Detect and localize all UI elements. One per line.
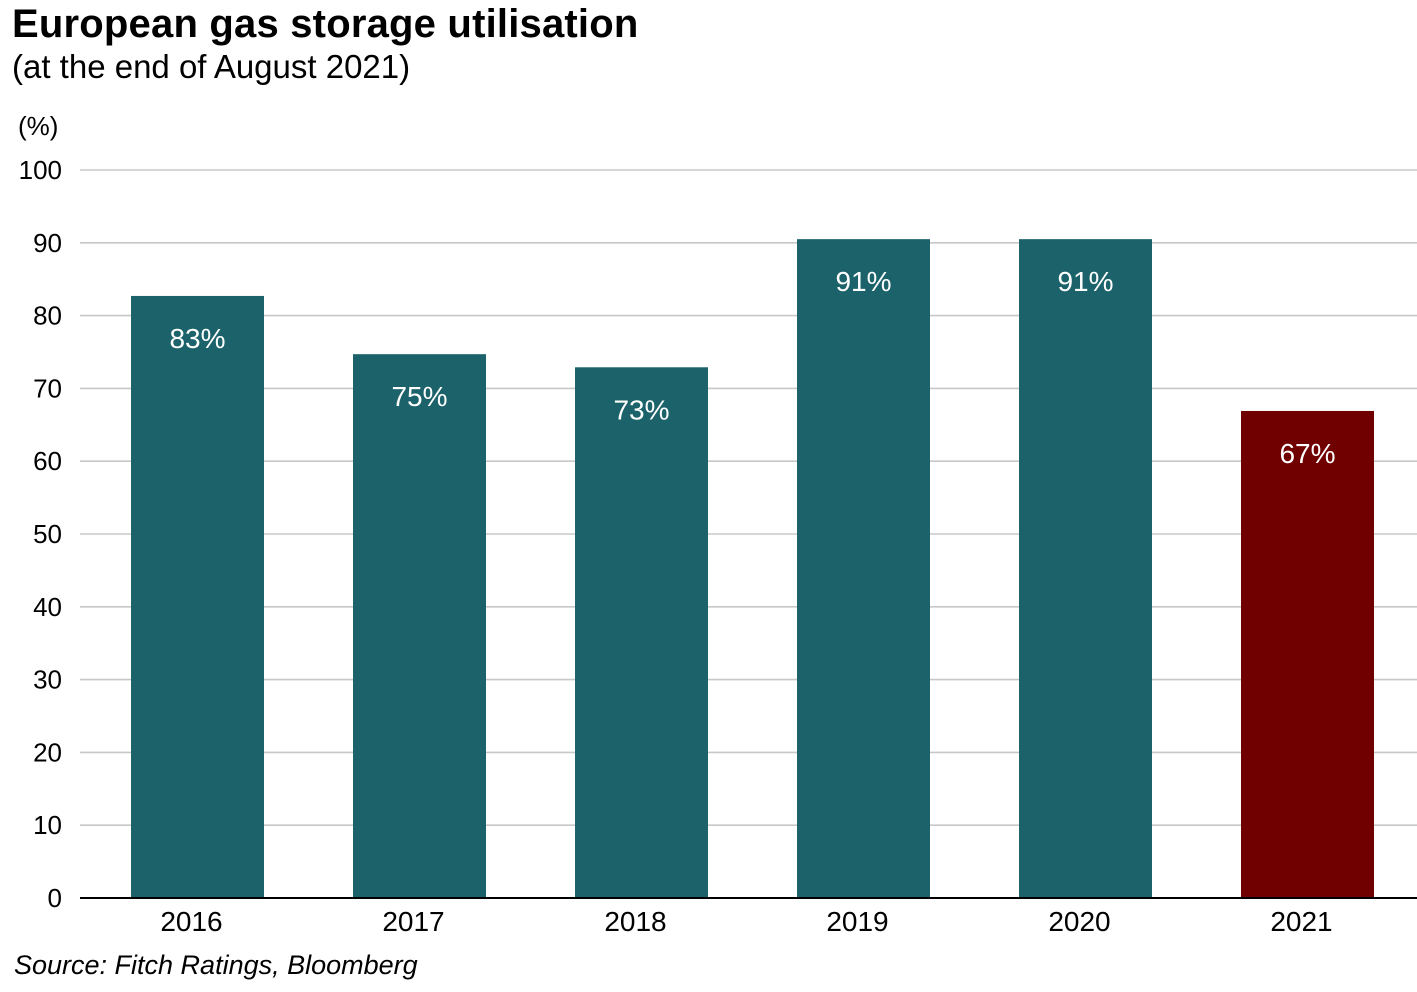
- bar-2017: [353, 354, 486, 899]
- x-tick-label: 2016: [160, 906, 222, 937]
- data-label-2020: 91%: [1057, 266, 1113, 297]
- bar-2020: [1019, 239, 1152, 898]
- chart-title: European gas storage utilisation: [12, 2, 639, 46]
- y-tick-label: 10: [33, 810, 62, 840]
- y-tick-label: 30: [33, 665, 62, 695]
- y-tick-label: 90: [33, 228, 62, 258]
- chart-subtitle: (at the end of August 2021): [12, 48, 411, 85]
- x-tick-label: 2021: [1270, 906, 1332, 937]
- y-tick-label: 60: [33, 446, 62, 476]
- x-tick-label: 2018: [604, 906, 666, 937]
- x-tick-label: 2019: [826, 906, 888, 937]
- x-tick-label: 2017: [382, 906, 444, 937]
- data-label-2016: 83%: [169, 323, 225, 354]
- data-label-2017: 75%: [391, 381, 447, 412]
- y-tick-label: 100: [19, 155, 62, 185]
- y-axis-ticks: 0 10 20 30 40 50 60 70 80 90 100: [19, 155, 62, 913]
- bar-2021: [1241, 410, 1374, 898]
- y-tick-label: 20: [33, 737, 62, 767]
- bar-2019: [797, 239, 930, 898]
- y-tick-label: 70: [33, 373, 62, 403]
- y-tick-label: 0: [48, 883, 62, 913]
- y-tick-label: 40: [33, 592, 62, 622]
- y-tick-label: 50: [33, 519, 62, 549]
- data-label-2018: 73%: [613, 394, 669, 425]
- bar-2016: [131, 295, 264, 899]
- x-axis-ticks: 2016 2017 2018 2019 2020 2021: [160, 906, 1332, 937]
- x-tick-label: 2020: [1048, 906, 1110, 937]
- bars: 83% 75% 73% 91% 91% 67%: [131, 239, 1374, 899]
- source-note: Source: Fitch Ratings, Bloomberg: [14, 950, 418, 980]
- bar-2018: [575, 367, 708, 899]
- gridlines: [80, 169, 1417, 827]
- y-tick-label: 80: [33, 301, 62, 331]
- data-label-2019: 91%: [835, 266, 891, 297]
- y-axis-unit-label: (%): [18, 111, 58, 141]
- data-label-2021: 67%: [1279, 438, 1335, 469]
